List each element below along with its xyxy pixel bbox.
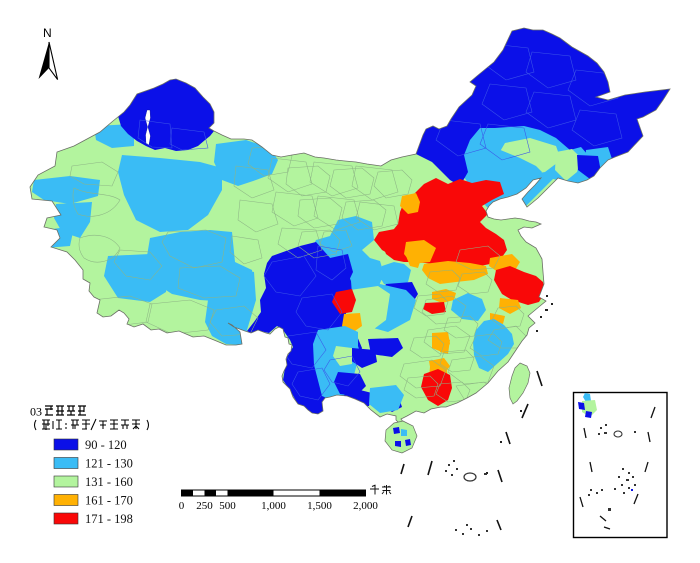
svg-text:121 - 130: 121 - 130: [85, 457, 133, 471]
svg-text:0: 0: [179, 500, 185, 512]
svg-text:1,500: 1,500: [307, 500, 332, 512]
svg-text:171 - 198: 171 - 198: [85, 512, 133, 526]
svg-text:2,000: 2,000: [353, 500, 378, 512]
svg-text:N: N: [43, 26, 52, 40]
svg-text:161 - 170: 161 - 170: [85, 494, 133, 508]
svg-text:03: 03: [30, 405, 42, 419]
svg-text:131 - 160: 131 - 160: [85, 475, 133, 489]
svg-text:250: 250: [196, 500, 213, 512]
svg-text:500: 500: [219, 500, 236, 512]
svg-text:90 - 120: 90 - 120: [85, 438, 127, 452]
svg-text:1,000: 1,000: [261, 500, 286, 512]
